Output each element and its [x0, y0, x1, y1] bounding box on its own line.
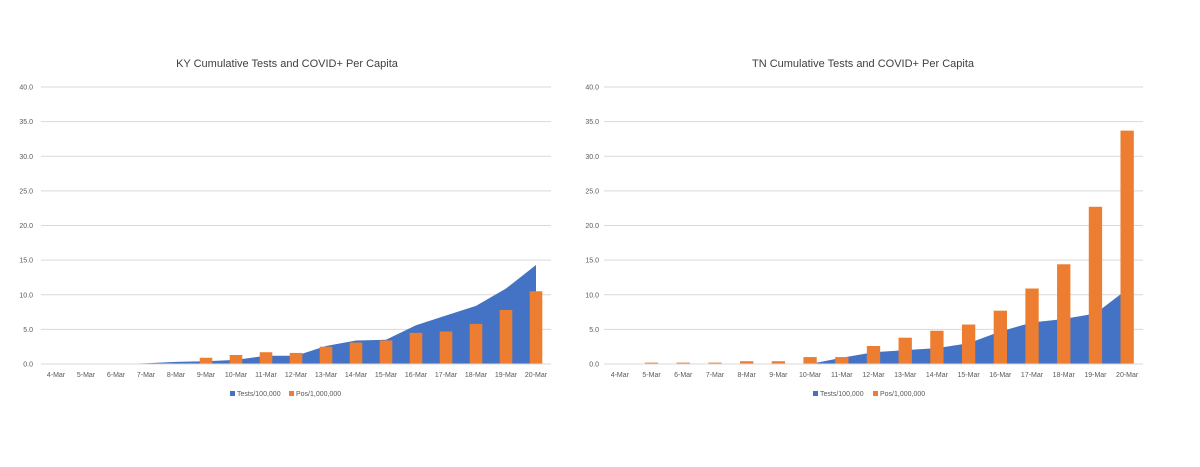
- legend-swatch-tests: [813, 391, 818, 396]
- bar-pos-10-Mar: [229, 354, 243, 364]
- x-tick-label: 8-Mar: [738, 372, 757, 379]
- bar-pos-13-Mar: [898, 337, 912, 364]
- y-tick-label: 40.0: [19, 85, 33, 92]
- x-tick-label: 10-Mar: [799, 372, 822, 379]
- legend: Tests/100,000 Pos/1,000,000: [230, 391, 341, 398]
- x-tick-label: 13-Mar: [315, 372, 338, 379]
- bar-pos-20-Mar: [529, 291, 543, 364]
- bar-pos-18-Mar: [469, 323, 483, 364]
- x-tick-label: 13-Mar: [894, 372, 917, 379]
- y-tick-label: 35.0: [585, 119, 599, 126]
- y-tick-label: 5.0: [23, 327, 33, 334]
- x-tick-label: 19-Mar: [495, 372, 518, 379]
- x-tick-label: 10-Mar: [225, 372, 248, 379]
- x-tick-label: 5-Mar: [642, 372, 661, 379]
- x-tick-label: 7-Mar: [706, 372, 725, 379]
- bar-pos-12-Mar: [289, 352, 303, 364]
- y-tick-label: 15.0: [19, 258, 33, 265]
- bar-pos-7-Mar: [708, 362, 722, 364]
- bar-pos-20-Mar: [1120, 130, 1134, 364]
- chart-title: KY Cumulative Tests and COVID+ Per Capit…: [176, 58, 399, 70]
- y-tick-label: 30.0: [585, 154, 599, 161]
- chart-title: TN Cumulative Tests and COVID+ Per Capit…: [752, 58, 975, 70]
- x-tick-label: 12-Mar: [285, 372, 308, 379]
- bar-pos-5-Mar: [644, 362, 659, 364]
- chart-1: TN Cumulative Tests and COVID+ Per Capit…: [585, 58, 1143, 398]
- y-tick-label: 5.0: [589, 327, 599, 334]
- x-tick-label: 19-Mar: [1084, 372, 1107, 379]
- x-tick-label: 16-Mar: [989, 372, 1012, 379]
- x-tick-label: 20-Mar: [1116, 372, 1139, 379]
- legend-swatch-tests: [230, 391, 235, 396]
- bar-pos-6-Mar: [676, 362, 690, 364]
- x-tick-label: 12-Mar: [862, 372, 885, 379]
- x-tick-label: 9-Mar: [769, 372, 788, 379]
- legend-swatch-pos: [289, 391, 294, 396]
- y-tick-label: 35.0: [19, 119, 33, 126]
- bar-pos-17-Mar: [439, 331, 453, 364]
- bar-pos-10-Mar: [803, 357, 817, 364]
- bar-pos-15-Mar: [379, 340, 393, 364]
- bar-pos-18-Mar: [1057, 264, 1071, 364]
- bar-pos-13-Mar: [319, 346, 333, 364]
- x-tick-label: 5-Mar: [77, 372, 96, 379]
- legend-swatch-pos: [873, 391, 878, 396]
- x-tick-label: 6-Mar: [674, 372, 693, 379]
- x-tick-label: 16-Mar: [405, 372, 428, 379]
- bar-pos-14-Mar: [349, 342, 363, 364]
- legend-label-pos: Pos/1,000,000: [296, 391, 341, 398]
- x-tick-label: 18-Mar: [465, 372, 488, 379]
- legend: Tests/100,000 Pos/1,000,000: [813, 391, 925, 398]
- x-tick-label: 14-Mar: [926, 372, 949, 379]
- bar-pos-19-Mar: [499, 309, 513, 364]
- legend-label-tests: Tests/100,000: [820, 391, 864, 398]
- y-tick-label: 10.0: [585, 292, 599, 299]
- bar-pos-16-Mar: [409, 332, 423, 364]
- y-tick-label: 10.0: [19, 292, 33, 299]
- y-tick-label: 25.0: [585, 188, 599, 195]
- x-tick-label: 18-Mar: [1053, 372, 1076, 379]
- y-tick-label: 20.0: [585, 223, 599, 230]
- x-tick-label: 11-Mar: [831, 372, 853, 379]
- bar-pos-17-Mar: [1025, 288, 1039, 364]
- bar-pos-15-Mar: [961, 324, 976, 364]
- y-tick-label: 0.0: [23, 362, 33, 369]
- x-tick-label: 4-Mar: [47, 372, 66, 379]
- y-tick-label: 40.0: [585, 85, 599, 92]
- x-tick-label: 20-Mar: [525, 372, 548, 379]
- bar-pos-19-Mar: [1088, 206, 1103, 364]
- x-tick-label: 4-Mar: [611, 372, 630, 379]
- bar-pos-11-Mar: [259, 352, 273, 364]
- bar-pos-9-Mar: [771, 361, 786, 364]
- bar-pos-12-Mar: [866, 345, 881, 364]
- bar-pos-9-Mar: [199, 357, 213, 364]
- x-tick-label: 11-Mar: [255, 372, 277, 379]
- x-tick-label: 6-Mar: [107, 372, 126, 379]
- chart-0: KY Cumulative Tests and COVID+ Per Capit…: [19, 58, 551, 398]
- x-tick-label: 17-Mar: [435, 372, 458, 379]
- x-tick-label: 17-Mar: [1021, 372, 1044, 379]
- legend-label-tests: Tests/100,000: [237, 391, 281, 398]
- x-tick-label: 14-Mar: [345, 372, 368, 379]
- y-tick-label: 20.0: [19, 223, 33, 230]
- bar-pos-11-Mar: [835, 357, 849, 364]
- area-series-tests: [56, 264, 536, 364]
- y-tick-label: 0.0: [589, 362, 599, 369]
- bar-pos-8-Mar: [740, 361, 754, 364]
- bar-pos-16-Mar: [993, 310, 1007, 364]
- x-tick-label: 7-Mar: [137, 372, 156, 379]
- y-tick-label: 30.0: [19, 154, 33, 161]
- y-tick-label: 25.0: [19, 188, 33, 195]
- y-tick-label: 15.0: [585, 258, 599, 265]
- x-tick-label: 9-Mar: [197, 372, 216, 379]
- bar-pos-14-Mar: [930, 330, 944, 364]
- legend-label-pos: Pos/1,000,000: [880, 391, 925, 398]
- x-tick-label: 15-Mar: [958, 372, 981, 379]
- x-tick-label: 8-Mar: [167, 372, 186, 379]
- x-tick-label: 15-Mar: [375, 372, 398, 379]
